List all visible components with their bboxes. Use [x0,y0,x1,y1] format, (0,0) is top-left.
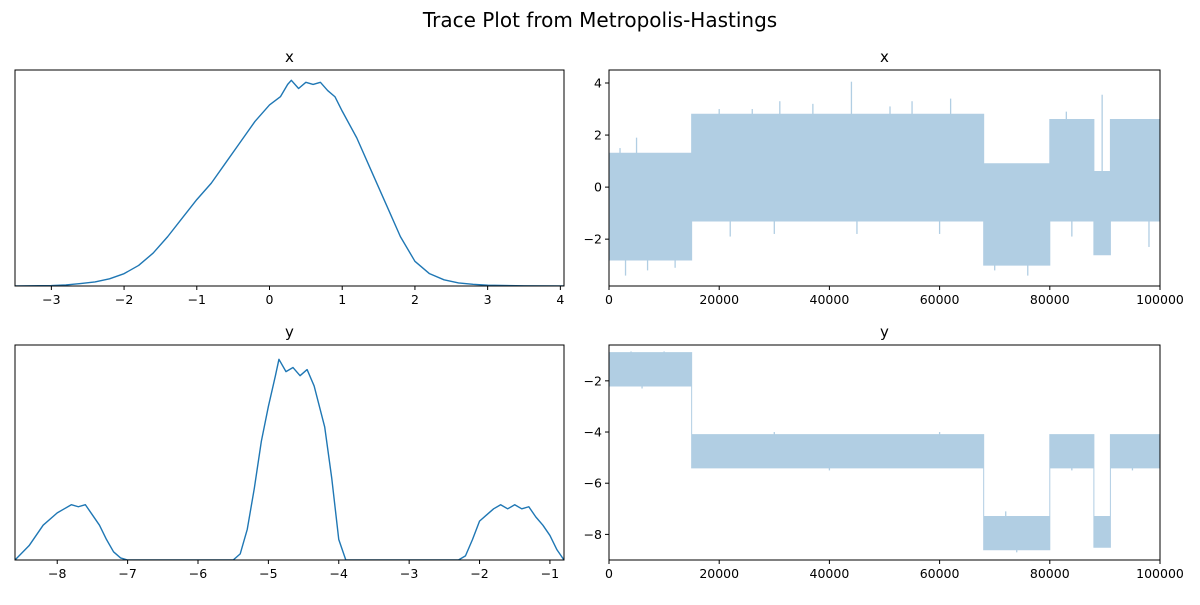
x-tick-label: 0 [605,566,613,581]
panel-kde-y: y −8 −7 −6 −5 −4 −3 −2 −1 [14,323,565,581]
trace-band [609,113,1160,266]
x-tick-label: 100000 [1136,566,1184,581]
x-tick-label: −3 [42,292,60,307]
x-tick-label: −1 [541,566,559,581]
plot-area [609,81,1160,276]
axis-ticks: 0 20000 40000 60000 80000 100000 −2 0 2 4 [584,76,1184,307]
x-tick-label: 2 [411,292,419,307]
x-tick-label: 80000 [1030,566,1070,581]
axes-frame [14,69,565,287]
panel-trace-x: x 0 20000 40000 60000 80000 100000 −2 0 2 4 [584,48,1184,307]
x-tick-label: 1 [338,292,346,307]
x-tick-label: 0 [266,292,274,307]
y-tick-label: −6 [584,476,602,491]
y-tick-label: 4 [594,76,602,91]
y-tick-label: −4 [584,425,602,440]
axes-frame [608,69,1161,287]
axis-ticks: −8 −7 −6 −5 −4 −3 −2 −1 [48,560,559,581]
x-tick-label: 60000 [920,292,960,307]
x-tick-label: −1 [188,292,206,307]
x-tick-label: −7 [118,566,136,581]
x-tick-label: 20000 [699,292,739,307]
plot-area [15,79,564,286]
plot-area [15,358,564,560]
x-tick-label: 4 [556,292,564,307]
axis-ticks: 0 20000 40000 60000 80000 100000 −2 −4 −6 −8 [584,373,1184,581]
x-tick-label: 100000 [1136,292,1184,307]
x-tick-label: −4 [330,566,348,581]
axes-frame [608,344,1161,561]
panel-title: y [880,323,889,341]
axis-ticks: −3 −2 −1 0 1 2 3 4 [42,286,564,307]
panel-kde-x: x −3 −2 −1 0 1 2 3 4 [14,48,565,307]
x-tick-label: −8 [48,566,66,581]
figure-title: Trace Plot from Metropolis-Hastings [422,8,777,32]
plot-area [609,351,1160,553]
x-tick-label: −2 [470,566,488,581]
panel-trace-y: y 0 20000 40000 60000 80000 100000 −2 −4 −6 −8 [584,323,1184,581]
x-tick-label: 20000 [699,566,739,581]
y-tick-label: 0 [594,180,602,195]
x-tick-label: 40000 [810,566,850,581]
y-tick-label: −2 [584,232,602,247]
density-line [15,79,564,286]
panel-title: x [285,48,294,66]
y-tick-label: −2 [584,373,602,388]
x-tick-label: −3 [400,566,418,581]
density-line [15,358,564,560]
x-tick-label: 3 [484,292,492,307]
x-tick-label: −2 [115,292,133,307]
x-tick-label: −6 [189,566,207,581]
y-tick-label: −8 [584,527,602,542]
trace-band [609,352,1160,551]
panel-title: x [880,48,889,66]
axes-frame [14,344,565,561]
x-tick-label: 40000 [810,292,850,307]
x-tick-label: 0 [605,292,613,307]
x-tick-label: 60000 [920,566,960,581]
x-tick-label: 80000 [1030,292,1070,307]
panel-title: y [285,323,294,341]
x-tick-label: −5 [259,566,277,581]
y-tick-label: 2 [594,128,602,143]
